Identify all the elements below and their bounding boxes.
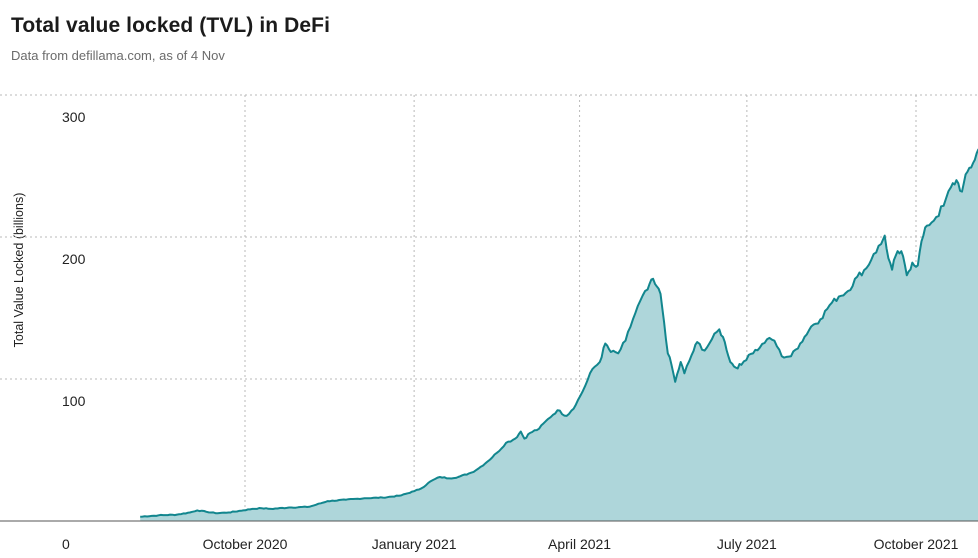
- y-tick-label-200: 200: [62, 251, 86, 267]
- y-axis-ticks: 0 100 200 300: [62, 109, 86, 552]
- x-tick-label-0: October 2020: [203, 536, 288, 552]
- chart-title: Total value locked (TVL) in DeFi: [11, 14, 331, 37]
- chart-subtitle: Data from defillama.com, as of 4 Nov: [11, 48, 225, 63]
- y-tick-label-100: 100: [62, 393, 86, 409]
- x-tick-label-3: July 2021: [717, 536, 777, 552]
- y-tick-label-300: 300: [62, 109, 86, 125]
- tvl-line: [140, 148, 978, 518]
- tvl-area: [140, 150, 978, 521]
- x-axis-ticks: October 2020 January 2021 April 2021 July 2…: [203, 536, 959, 552]
- x-tick-label-1: January 2021: [372, 536, 457, 552]
- y-tick-label-0: 0: [62, 536, 70, 552]
- x-tick-label-2: April 2021: [548, 536, 611, 552]
- x-tick-label-4: October 2021: [874, 536, 959, 552]
